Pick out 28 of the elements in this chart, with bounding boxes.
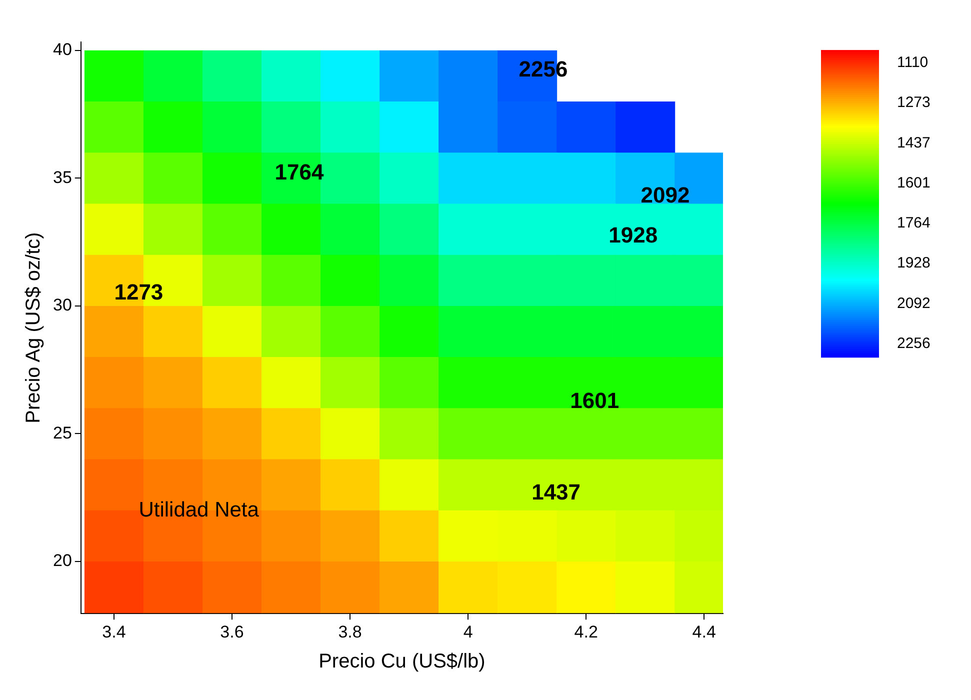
color-bar-label: 1437 [897, 134, 930, 152]
color-bar-label: 1928 [897, 254, 930, 272]
color-bar-label: 1601 [897, 174, 930, 192]
x-axis-title: Precio Cu (US$/lb) [318, 650, 486, 673]
color-bar-label: 2256 [897, 335, 930, 352]
x-tick-label: 4.2 [574, 622, 598, 642]
y-tick-label: 20 [52, 551, 72, 570]
annotation: 1928 [608, 222, 658, 248]
color-bar-label: 2092 [897, 294, 930, 312]
color-bar-label: 1273 [897, 94, 930, 112]
annotation: 1601 [570, 388, 620, 414]
x-tick-label: 4 [463, 622, 473, 642]
x-tick-label: 4.4 [692, 622, 716, 642]
x-tick-label: 3.4 [102, 622, 126, 642]
x-tick-label: 3.8 [338, 622, 362, 642]
annotation: 1764 [274, 160, 324, 185]
color-bar-label: 1110 [897, 54, 928, 72]
annotation: Utilidad Neta [138, 498, 260, 522]
annotation: 1273 [114, 280, 164, 305]
y-tick-label: 25 [52, 423, 72, 442]
color-bar-label: 1764 [897, 214, 930, 232]
y-tick-label: 40 [52, 40, 72, 60]
annotation: 2092 [640, 182, 690, 208]
y-tick-label: 35 [52, 168, 72, 187]
annotation: 1437 [532, 480, 581, 505]
y-tick-label: 30 [52, 296, 72, 315]
y-axis-title: Precio Ag (US$ oz/tc) [22, 232, 45, 424]
x-tick-label: 3.6 [220, 622, 244, 642]
